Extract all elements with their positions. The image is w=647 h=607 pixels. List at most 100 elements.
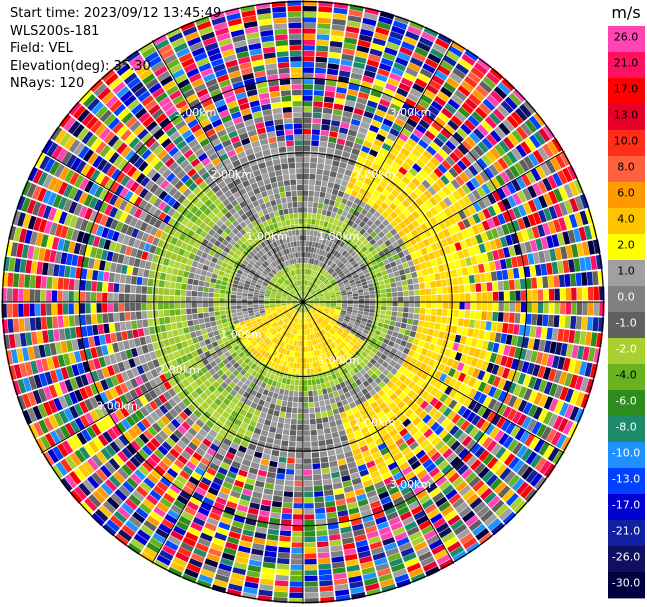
velocity-bin	[12, 288, 19, 302]
velocity-bin	[454, 334, 462, 343]
velocity-bin	[296, 184, 303, 191]
velocity-bin	[388, 516, 401, 526]
velocity-bin	[299, 235, 303, 241]
velocity-bin	[485, 321, 492, 331]
velocity-bin	[378, 491, 390, 500]
velocity-bin	[457, 318, 464, 327]
velocity-bin	[242, 296, 248, 300]
velocity-bin	[499, 449, 511, 463]
velocity-bin	[320, 456, 329, 463]
velocity-bin	[391, 405, 400, 415]
velocity-bin	[405, 324, 412, 331]
velocity-bin	[329, 460, 338, 468]
velocity-bin	[18, 303, 24, 317]
velocity-bin	[57, 316, 64, 328]
velocity-bin	[422, 478, 435, 489]
velocity-bin	[453, 309, 459, 318]
velocity-bin	[516, 481, 529, 495]
velocity-bin	[375, 516, 387, 525]
velocity-bin	[124, 303, 130, 312]
velocity-bin	[318, 395, 324, 401]
velocity-bin	[533, 439, 545, 453]
velocity-bin	[560, 343, 568, 357]
velocity-bin	[332, 477, 342, 484]
velocity-bin	[369, 305, 376, 310]
velocity-bin	[299, 240, 303, 247]
velocity-bin	[192, 313, 198, 320]
velocity-bin	[124, 284, 131, 293]
velocity-bin	[529, 326, 537, 338]
velocity-bin	[539, 460, 552, 475]
velocity-bin	[51, 290, 58, 302]
velocity-bin	[264, 482, 275, 490]
velocity-bin	[547, 447, 560, 462]
velocity-bin	[303, 173, 309, 180]
velocity-bin	[312, 207, 318, 214]
velocity-bin	[348, 332, 355, 338]
velocity-bin	[262, 424, 270, 432]
velocity-bin	[297, 408, 303, 414]
velocity-bin	[348, 466, 359, 475]
velocity-bin	[40, 276, 47, 289]
velocity-bin	[303, 67, 314, 73]
velocity-bin	[414, 406, 424, 416]
velocity-bin	[319, 445, 327, 452]
velocity-bin	[319, 323, 324, 329]
velocity-bin	[243, 523, 256, 532]
velocity-bin	[90, 292, 97, 302]
velocity-bin	[303, 307, 306, 313]
velocity-bin	[308, 323, 312, 329]
velocity-bin	[398, 391, 407, 400]
velocity-bin	[305, 324, 308, 330]
velocity-bin	[516, 445, 528, 459]
velocity-bin	[370, 365, 378, 373]
velocity-bin	[171, 322, 178, 330]
velocity-bin	[236, 295, 242, 299]
velocity-bin	[313, 333, 317, 339]
velocity-bin	[469, 426, 480, 438]
velocity-bin	[282, 434, 289, 441]
velocity-bin	[298, 212, 303, 219]
velocity-bin	[315, 338, 319, 345]
velocity-bin	[342, 304, 348, 307]
velocity-bin	[247, 564, 261, 573]
velocity-bin	[336, 504, 348, 512]
velocity-bin	[346, 564, 360, 572]
velocity-bin	[29, 289, 35, 302]
velocity-bin	[526, 302, 532, 313]
velocity-bin	[406, 399, 415, 408]
velocity-bin	[393, 342, 400, 350]
velocity-bin	[310, 309, 315, 315]
velocity-bin	[260, 429, 269, 437]
velocity-bin	[486, 362, 495, 373]
velocity-bin	[344, 391, 352, 399]
velocity-bin	[296, 329, 299, 335]
velocity-bin	[368, 465, 378, 474]
velocity-bin	[569, 406, 580, 421]
velocity-bin	[298, 218, 303, 224]
velocity-bin	[319, 360, 324, 367]
velocity-bin	[316, 331, 321, 338]
velocity-bin	[320, 462, 330, 469]
velocity-bin	[464, 310, 471, 319]
velocity-bin	[385, 389, 394, 397]
velocity-bin	[568, 359, 577, 373]
velocity-bin	[413, 541, 428, 552]
velocity-bin	[442, 302, 449, 309]
velocity-bin	[407, 372, 416, 380]
velocity-bin	[24, 274, 31, 288]
velocity-bin	[186, 290, 192, 297]
velocity-bin	[297, 419, 303, 425]
velocity-bin	[332, 408, 340, 415]
velocity-bin	[327, 522, 339, 530]
velocity-bin	[404, 470, 416, 481]
velocity-bin	[290, 56, 302, 62]
velocity-bin	[328, 312, 334, 316]
velocity-bin	[303, 101, 313, 107]
velocity-bin	[345, 427, 353, 435]
velocity-bin	[350, 317, 356, 322]
velocity-bin	[459, 335, 467, 345]
velocity-bin	[248, 467, 259, 475]
velocity-bin	[208, 311, 215, 317]
velocity-bin	[342, 302, 348, 305]
